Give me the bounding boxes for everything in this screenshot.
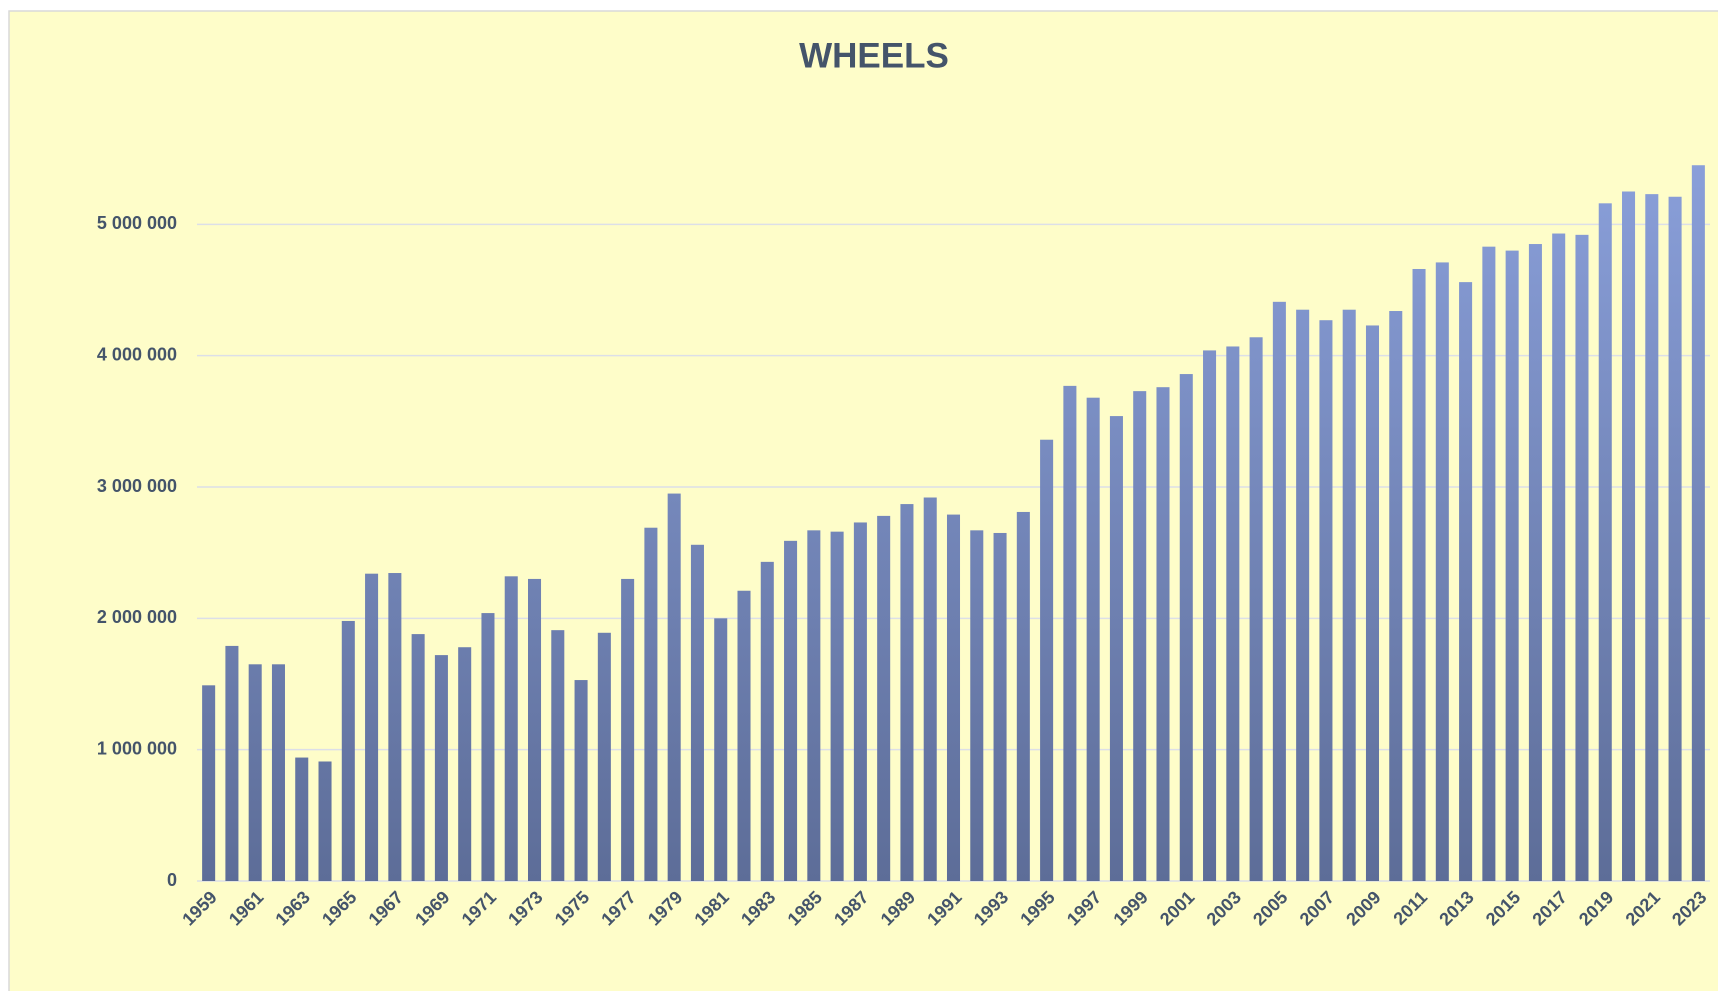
bar: [341, 620, 355, 881]
bar: [1575, 234, 1589, 882]
bar: [1482, 246, 1496, 881]
bar: [923, 497, 937, 881]
bar: [597, 632, 611, 881]
y-tick-label: 3 000 000: [97, 476, 177, 496]
bar: [318, 761, 332, 881]
bar: [504, 576, 518, 881]
bar: [1040, 439, 1054, 881]
bar: [551, 630, 565, 881]
bar: [784, 540, 798, 881]
bar: [1365, 325, 1380, 882]
y-tick-label: 1 000 000: [97, 738, 177, 758]
bar: [1412, 268, 1426, 881]
bar: [1319, 320, 1333, 881]
bar: [1249, 337, 1263, 881]
bar: [900, 504, 914, 881]
bar: [877, 515, 891, 881]
bar: [807, 530, 821, 881]
bar: [830, 531, 844, 881]
bar: [1063, 385, 1077, 881]
bar: [714, 618, 728, 881]
bar: [248, 664, 262, 881]
bar: [1226, 346, 1240, 881]
bar: [1272, 301, 1286, 881]
bar: [1528, 244, 1542, 882]
bar: [644, 527, 658, 881]
bar: [1505, 250, 1519, 882]
bar: [202, 685, 216, 881]
bar: [1598, 203, 1612, 881]
bar: [1016, 511, 1030, 881]
bar: [667, 493, 681, 881]
bar: [1691, 165, 1705, 881]
bar: [760, 561, 774, 881]
bar: [1179, 374, 1193, 881]
bar: [1552, 233, 1566, 881]
y-tick-label: 4 000 000: [97, 344, 177, 364]
bar: [271, 664, 285, 881]
bar: [527, 578, 542, 881]
bar: [853, 522, 867, 881]
bar: [690, 544, 704, 881]
bar: [1086, 397, 1100, 881]
bar: [411, 634, 425, 881]
bar: [388, 573, 402, 881]
y-tick-label: 0: [167, 870, 177, 890]
bar: [1389, 311, 1403, 882]
bar: [737, 590, 751, 881]
bar: [621, 578, 635, 881]
bar: [574, 680, 588, 881]
bar: [1645, 194, 1659, 882]
bar: [1156, 387, 1170, 881]
bar: [970, 530, 984, 881]
bar: [1622, 191, 1636, 881]
bar: [1203, 350, 1217, 881]
bar: [946, 514, 961, 881]
y-tick-label: 5 000 000: [97, 213, 177, 233]
bar: [1459, 282, 1473, 881]
bar: [295, 757, 309, 881]
bar: [1296, 309, 1310, 881]
bar: [1668, 196, 1682, 882]
bar: [993, 532, 1007, 881]
bar: [1342, 309, 1356, 881]
y-tick-label: 2 000 000: [97, 607, 177, 627]
bar: [434, 655, 448, 881]
bar: [225, 645, 239, 881]
bar: [481, 613, 495, 881]
bar: [1133, 391, 1147, 881]
bar: [1435, 262, 1449, 881]
chart-title: WHEELS: [799, 36, 949, 75]
bar: [365, 573, 379, 881]
bar: [458, 647, 472, 881]
bar: [1109, 416, 1123, 881]
